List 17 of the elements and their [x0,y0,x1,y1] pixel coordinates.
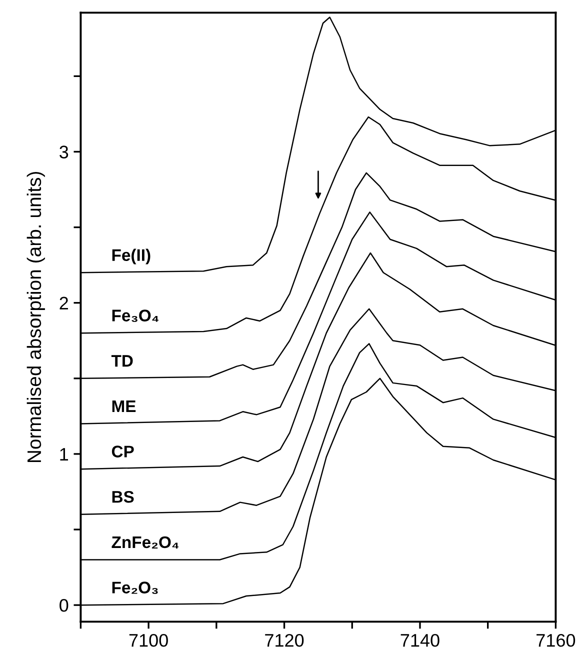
x-tick-label: 7160 [536,634,576,647]
y-tick-label: 2 [60,296,68,310]
x-tick-label: 7100 [129,634,168,647]
y-tick-label: 3 [60,146,68,158]
series-label: BS [112,490,134,503]
series-label: Fe₂O₃ [112,582,158,594]
series-label: ME [112,400,136,412]
series-label: Fe(II) [112,248,150,264]
y-tick-label: 1 [60,448,68,461]
series-label: Fe₃O₄ [112,310,159,322]
y-axis-title: Normalised absorption (arb. units) [26,172,45,462]
series-label: TD [111,355,133,367]
x-tick-label: 7140 [400,634,440,647]
series-label: ZnFe₂O₄ [112,536,179,548]
x-tick-label: 7120 [265,634,304,647]
series-label: CP [112,446,134,458]
y-tick-label: 0 [60,599,68,612]
